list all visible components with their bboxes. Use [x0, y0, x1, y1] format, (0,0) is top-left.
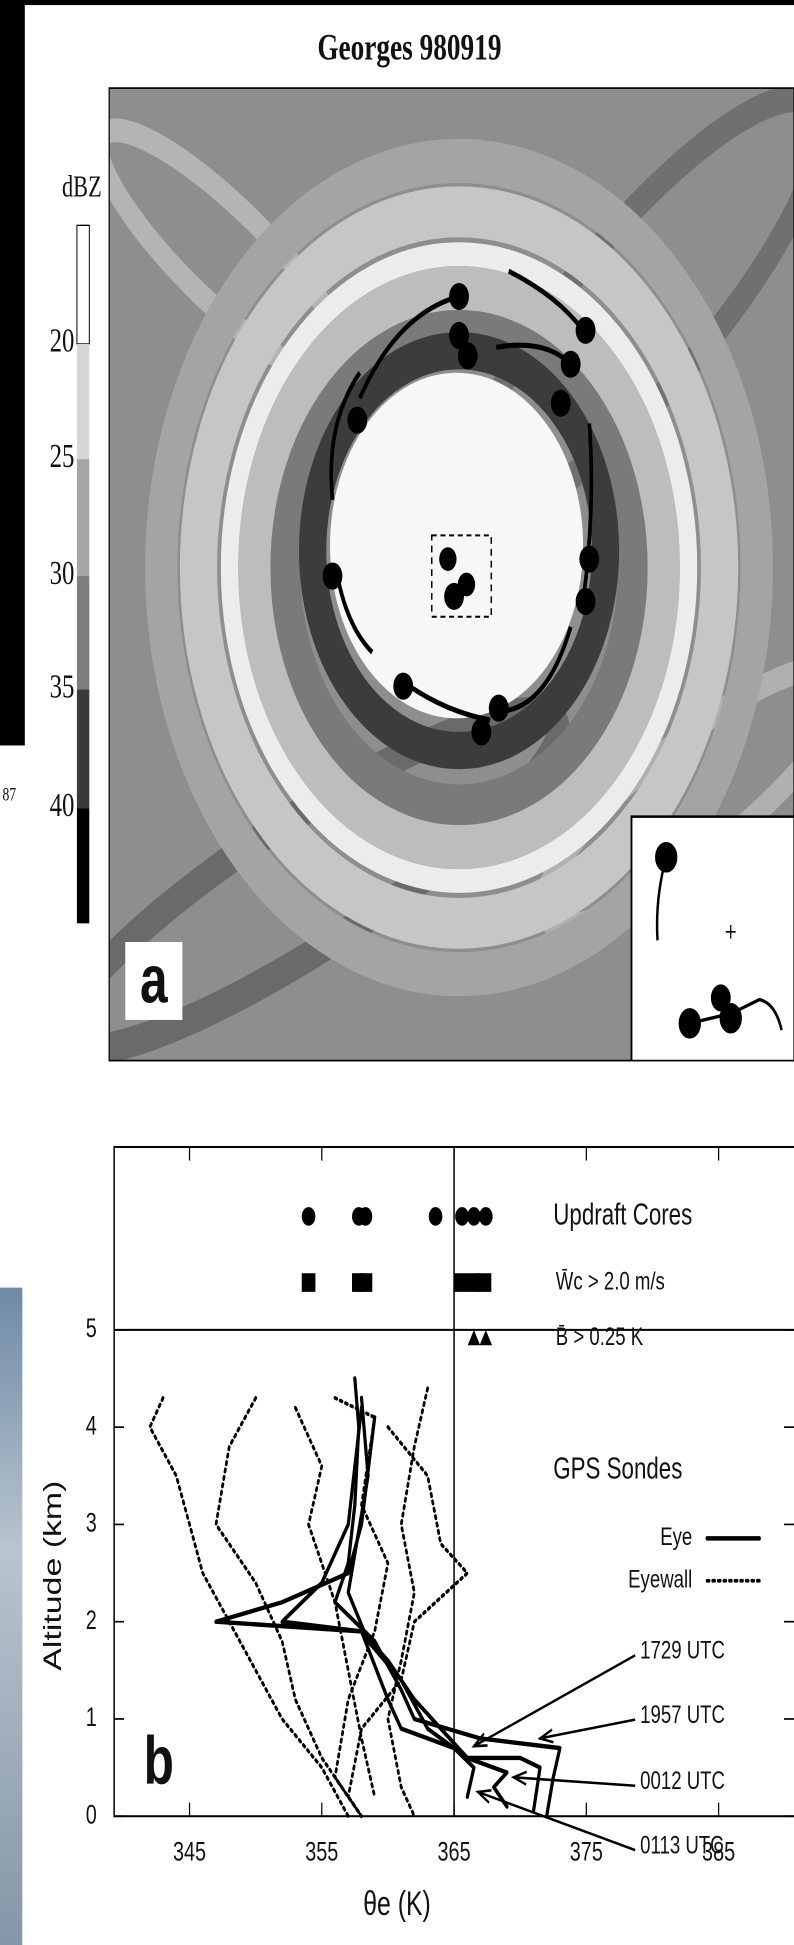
- core-triangle: [479, 1329, 493, 1346]
- colorbar-tick-label: 30: [50, 555, 75, 592]
- eyewall-profile: [148, 1396, 350, 1819]
- colorbar-bin: [76, 808, 90, 924]
- colorbar-bin: [76, 576, 90, 690]
- eyewall-profile: [386, 1386, 430, 1819]
- core-circle: [358, 1207, 373, 1226]
- core-circle: [301, 1207, 316, 1226]
- annotation-arrowhead: [475, 1789, 492, 1804]
- core-square: [358, 1273, 373, 1292]
- figure-title: Georges 980919: [317, 27, 501, 68]
- panel-label: a: [140, 941, 168, 1017]
- core-square: [301, 1273, 316, 1292]
- radar-panel: [108, 87, 794, 1062]
- x-axis-label: θe (K): [363, 1885, 431, 1923]
- core-square: [453, 1273, 468, 1292]
- x-tick-label: 375: [570, 1837, 603, 1868]
- legend-title: GPS Sondes: [553, 1451, 682, 1485]
- core-circle: [455, 1207, 469, 1226]
- y-tick-label: 0: [86, 1799, 97, 1830]
- colorbar-tick-label: 20: [50, 323, 75, 360]
- legend-label: B̄ > 0.25 K: [556, 1322, 644, 1351]
- y-tick-label: 3: [86, 1508, 97, 1539]
- colorbar-bin: [76, 689, 90, 809]
- annotation: 0113 UTC: [640, 1831, 723, 1860]
- x-tick-label: 355: [305, 1837, 338, 1868]
- x-tick-label: 365: [438, 1837, 471, 1868]
- y-tick-label: 2: [86, 1605, 97, 1636]
- annotation-arrow: [513, 1776, 636, 1788]
- panel-label: b: [144, 1722, 174, 1798]
- annotation-arrowhead: [537, 1728, 554, 1744]
- annotation-arrow: [477, 1790, 636, 1852]
- colorbar-tick-label: 40: [50, 787, 75, 824]
- y-tick-label: 5: [86, 1313, 97, 1344]
- annotation: 1957 UTC: [640, 1700, 725, 1729]
- annotation-arrowhead: [510, 1770, 527, 1786]
- colorbar-bin: [76, 224, 90, 345]
- core-circle: [428, 1207, 443, 1226]
- colorbar-bin: [76, 459, 90, 577]
- eye-profile: [214, 1415, 476, 1799]
- top-edge: [0, 0, 794, 6]
- core-circle: [478, 1207, 493, 1226]
- plot-frame: [113, 1145, 794, 1818]
- eyewall-profile: [346, 1425, 469, 1799]
- core-square: [477, 1273, 492, 1292]
- core-circle: [467, 1207, 481, 1226]
- left-black-strip: [0, 0, 25, 746]
- legend-label: W̄c > 2.0 m/s: [556, 1266, 665, 1295]
- cropped-text: 87: [2, 783, 16, 805]
- y-axis-label: Altitude (km): [39, 1481, 67, 1671]
- colorbar-label: dBZ: [62, 169, 102, 203]
- annotation: 1729 UTC: [640, 1636, 725, 1665]
- annotation-arrow: [473, 1654, 636, 1748]
- eye-profile: [333, 1376, 562, 1819]
- annotation-arrowhead: [471, 1732, 488, 1748]
- inset-cores: [655, 842, 783, 1039]
- legend-label: Eye: [660, 1522, 692, 1551]
- colorbar-tick-label: 35: [50, 669, 75, 706]
- legend-label: Eyewall: [628, 1565, 692, 1594]
- legend-title: Updraft Cores: [553, 1197, 692, 1231]
- y-tick-label: 1: [86, 1702, 97, 1733]
- core-square: [467, 1273, 481, 1292]
- cloud-strip: [0, 1287, 23, 1945]
- x-tick-label: 345: [173, 1837, 206, 1868]
- eyewall-profile: [214, 1396, 363, 1819]
- x-tick-label: 385: [702, 1837, 735, 1868]
- core-triangle: [467, 1329, 481, 1346]
- colorbar: [76, 224, 90, 924]
- colorbar-bin: [76, 343, 90, 460]
- y-tick-label: 4: [86, 1410, 97, 1441]
- annotation: 0012 UTC: [640, 1766, 725, 1795]
- eyewall-profile: [333, 1396, 390, 1819]
- annotation-arrow: [539, 1718, 636, 1740]
- eyewall-profile: [294, 1405, 377, 1799]
- colorbar-tick-label: 25: [50, 438, 75, 475]
- core-dots: [322, 282, 600, 746]
- panel-label-box: [125, 942, 183, 1020]
